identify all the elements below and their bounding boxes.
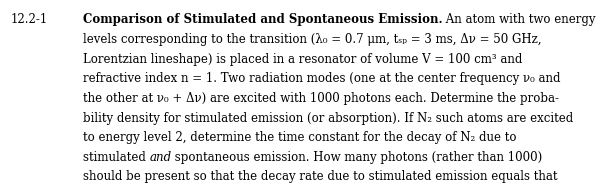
- Text: should be present so that the decay rate due to stimulated emission equals that: should be present so that the decay rate…: [83, 170, 557, 184]
- Text: and: and: [149, 151, 171, 164]
- Text: levels corresponding to the transition (λ₀ = 0.7 μm, tₛₚ = 3 ms, Δν = 50 GHz,: levels corresponding to the transition (…: [83, 33, 541, 46]
- Text: refractive index n = 1. Two radiation modes (one at the center frequency ν₀ and: refractive index n = 1. Two radiation mo…: [83, 72, 560, 85]
- Text: 12.2-1: 12.2-1: [11, 13, 48, 26]
- Text: bility density for stimulated emission (or absorption). If N₂ such atoms are exc: bility density for stimulated emission (…: [83, 112, 573, 125]
- Text: Comparison of Stimulated and Spontaneous Emission.: Comparison of Stimulated and Spontaneous…: [83, 13, 442, 26]
- Text: An atom with two energy: An atom with two energy: [442, 13, 596, 26]
- Text: stimulated: stimulated: [83, 151, 149, 164]
- Text: to energy level 2, determine the time constant for the decay of N₂ due to: to energy level 2, determine the time co…: [83, 131, 516, 144]
- Text: spontaneous emission. How many photons (rather than 1000): spontaneous emission. How many photons (…: [171, 151, 542, 164]
- Text: Lorentzian lineshape) is placed in a resonator of volume V = 100 cm³ and: Lorentzian lineshape) is placed in a res…: [83, 53, 522, 66]
- Text: the other at ν₀ + Δν) are excited with 1000 photons each. Determine the proba-: the other at ν₀ + Δν) are excited with 1…: [83, 92, 559, 105]
